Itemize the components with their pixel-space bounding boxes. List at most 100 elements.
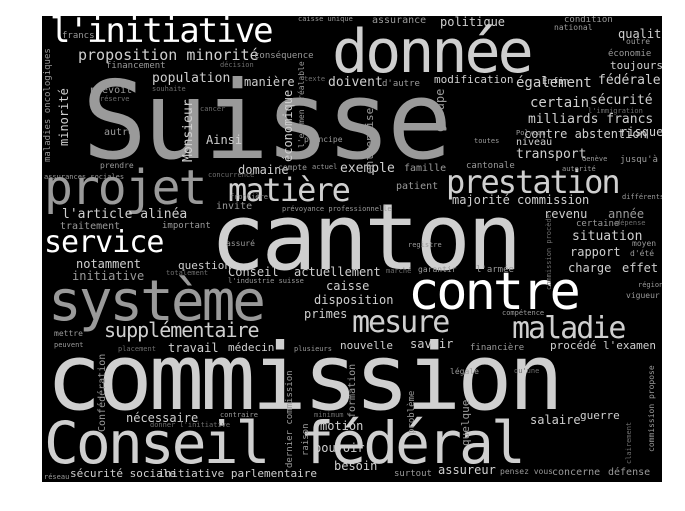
word: assuré — [226, 239, 255, 248]
word: primes — [304, 307, 348, 321]
word-vertical: minorité — [57, 88, 71, 146]
word: traitement — [60, 221, 121, 232]
word: certain — [530, 95, 590, 111]
word: assurance — [372, 16, 427, 26]
word: minimum — [314, 411, 344, 419]
word: financement — [106, 61, 166, 71]
word: canton — [210, 184, 522, 291]
word: niveau — [516, 137, 553, 148]
word: savoir — [410, 337, 454, 351]
word: actuel — [312, 163, 338, 171]
word: politique — [440, 16, 506, 29]
word: principe — [304, 135, 343, 144]
word: garantir — [418, 265, 457, 274]
word: charge — [568, 261, 612, 275]
word-vertical: groupe — [433, 88, 447, 132]
word: prestation — [446, 163, 621, 201]
word: nécessaire — [126, 411, 199, 425]
word: surtout — [394, 469, 432, 479]
word: mettre — [54, 329, 83, 338]
word: Conseil — [228, 265, 279, 279]
word: condition — [564, 16, 613, 25]
word: cancer — [200, 105, 226, 113]
word: proposition minorité — [78, 46, 259, 64]
word: population — [152, 71, 231, 86]
word: assureur — [438, 463, 496, 477]
word: souhaite — [152, 85, 186, 93]
word: vigueur — [626, 291, 660, 300]
word: donner l'initiative — [150, 421, 231, 429]
word: totalement — [166, 269, 209, 277]
word: sécurité sociale — [70, 467, 176, 480]
word: frontière — [230, 193, 268, 201]
word: également — [516, 75, 592, 91]
word: majorité commission — [452, 193, 590, 207]
word: pouvoir — [314, 441, 365, 455]
word: contre — [408, 262, 581, 322]
word: réseau — [44, 473, 70, 481]
word-vertical: dernier commission — [285, 370, 295, 468]
word-cloud: commission Suisse canton Conseil fédéral… — [42, 16, 662, 482]
word: l'armée — [476, 265, 514, 275]
word: commission — [46, 324, 564, 431]
word: concurrence — [208, 171, 255, 179]
word-vertical: commission propose — [647, 365, 656, 452]
word: autorité — [562, 165, 596, 173]
word: matière — [228, 171, 351, 209]
word: caisse — [326, 279, 370, 293]
word: nouvelle — [340, 339, 393, 352]
word: revenu — [544, 207, 588, 221]
word: qu'une — [514, 367, 540, 375]
word: important — [162, 221, 211, 231]
word: certaine — [576, 219, 620, 229]
word: initiative — [72, 269, 145, 283]
word: manière — [244, 75, 295, 89]
word: prévoyance professionnelle — [282, 205, 392, 213]
word: question — [178, 259, 231, 272]
word: procédé l'examen — [550, 339, 656, 352]
word: mesure — [352, 305, 450, 340]
word: prévoit — [90, 85, 133, 96]
word: sécurité — [590, 93, 653, 108]
word: milliards francs — [528, 112, 654, 127]
word-vertical: entreprise — [363, 107, 376, 174]
word: jusqu'à — [620, 155, 658, 165]
word: différents — [622, 193, 662, 201]
word: national — [554, 23, 593, 32]
word-vertical: quelque — [459, 399, 472, 446]
word: motion — [320, 419, 364, 433]
word: cantonale — [466, 161, 515, 171]
word: caisse unique — [298, 16, 353, 23]
word: notamment — [76, 257, 142, 271]
word: concerne — [552, 467, 601, 478]
word: compétence — [502, 309, 545, 317]
word: domaine — [238, 163, 289, 177]
word: l'industrie suisse — [228, 277, 304, 285]
word: toutes — [474, 137, 500, 145]
word: année — [608, 207, 645, 221]
word: contre abstention — [524, 127, 647, 141]
word: autre — [104, 127, 135, 138]
word: réserve — [100, 95, 130, 103]
word: Ainsi — [206, 133, 243, 147]
word: pensez vous — [500, 467, 553, 476]
word: projet — [44, 160, 207, 216]
word: registre — [408, 241, 442, 249]
word-vertical: formation — [347, 363, 358, 418]
word: actuellement — [294, 265, 381, 279]
word: moyen — [632, 239, 657, 248]
word-vertical: raison — [301, 423, 311, 456]
word: compte — [278, 163, 307, 172]
word: famille — [404, 163, 447, 174]
word: fédérale — [598, 73, 661, 88]
word: service — [44, 225, 164, 260]
word: défense — [608, 467, 651, 478]
word-vertical: commission procède — [545, 214, 553, 290]
word: peuvent — [54, 341, 84, 349]
word: région — [638, 281, 662, 289]
word: l'initiative — [50, 16, 274, 51]
word: invite — [216, 201, 253, 212]
word: légale — [450, 367, 479, 376]
word: disposition — [314, 293, 394, 307]
word: qualité — [618, 27, 662, 41]
